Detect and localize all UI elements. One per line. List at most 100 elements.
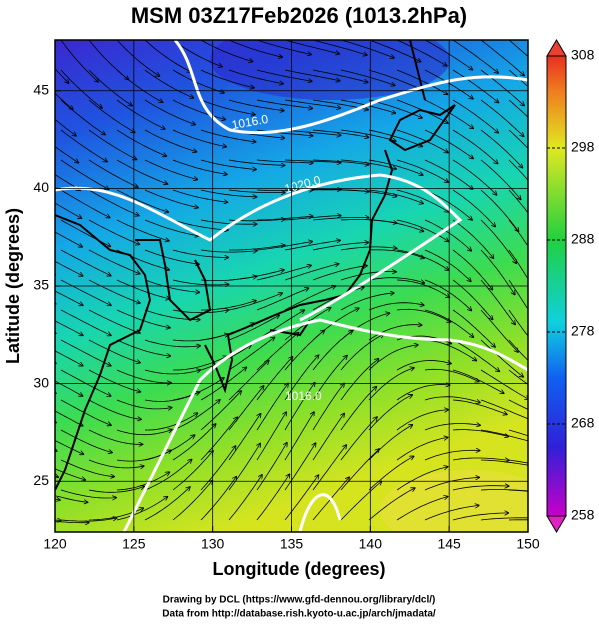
streamline (228, 159, 285, 165)
streamline (144, 219, 199, 236)
streamline (5, 40, 40, 84)
coast-korea (135, 239, 212, 322)
streamline (508, 519, 528, 521)
streamline (172, 219, 228, 230)
streamline (88, 309, 140, 333)
streamline (452, 458, 509, 460)
streamline (144, 339, 200, 347)
streamline (55, 202, 81, 218)
streamline (228, 414, 261, 461)
map-area: 1016.0 1020.0 1016.0 (5, 40, 528, 532)
streamline (200, 367, 246, 401)
streamline (60, 159, 109, 189)
streamline (88, 459, 144, 468)
colorbar-tick-label: 308 (571, 47, 595, 63)
streamline (480, 219, 516, 263)
isobar (298, 493, 342, 532)
streamline (116, 369, 171, 383)
streamline (256, 99, 312, 108)
streamline (55, 518, 61, 520)
streamline (116, 399, 172, 409)
streamline (55, 320, 83, 335)
streamline (508, 40, 528, 58)
streamline (5, 130, 51, 163)
streamline (256, 288, 309, 311)
streamline (116, 219, 169, 241)
credit: Data from http://database.rish.kyoto-u.a… (162, 609, 436, 620)
streamline (312, 40, 367, 55)
colorbar-max-arrow (546, 39, 567, 57)
streamline (312, 414, 344, 461)
streamline (480, 249, 515, 295)
streamline (228, 189, 285, 193)
streamline (88, 369, 140, 392)
streamline (340, 387, 376, 431)
streamline (340, 247, 397, 250)
streamline (60, 279, 111, 305)
coast-sakhalin (409, 40, 426, 101)
streamline (88, 249, 140, 274)
streamline (145, 413, 198, 431)
colorbar-tick-label: 258 (571, 507, 595, 523)
title: MSM 03Z17Feb2026 (1013.2hPa) (131, 3, 467, 28)
streamline (55, 231, 82, 247)
axes: 120 125 130 135 140 145 150 25 30 35 40 45 (33, 81, 539, 551)
streamline (508, 429, 528, 437)
streamline (368, 303, 424, 311)
streamline (284, 216, 341, 221)
streamline (424, 159, 473, 189)
streamline (172, 129, 226, 147)
streamline (368, 488, 415, 521)
streamline (480, 159, 521, 199)
streamline (480, 129, 522, 168)
coastlines (55, 40, 456, 491)
streamline (284, 355, 319, 401)
streamline (424, 189, 472, 220)
streamline (228, 475, 262, 521)
streamline (396, 308, 451, 322)
streamline (480, 369, 528, 399)
streamline (200, 129, 256, 142)
streamline (285, 189, 341, 190)
streamline (508, 219, 528, 247)
streamline (368, 395, 412, 431)
streamline (312, 383, 344, 431)
streamline (55, 440, 84, 454)
y-tick-label: 35 (33, 277, 49, 293)
x-tick-label: 130 (201, 536, 225, 552)
streamline (480, 339, 523, 377)
contour-label: 1016.0 (231, 112, 270, 132)
streamline (368, 368, 414, 401)
streamline (368, 249, 424, 258)
streamline (368, 69, 421, 90)
streamline (256, 69, 312, 81)
streamline (424, 368, 479, 381)
streamline (55, 460, 58, 477)
streamline (55, 495, 88, 502)
streamline (452, 429, 508, 437)
streamline (452, 309, 495, 347)
streamline (452, 189, 495, 227)
streamline (452, 99, 498, 133)
streamline (480, 429, 528, 442)
streamline (256, 443, 287, 491)
streamline (256, 474, 289, 521)
streamline (312, 356, 347, 401)
streamline (396, 360, 451, 371)
x-tick-label: 150 (516, 536, 540, 552)
streamline (424, 396, 480, 403)
streamline (452, 69, 499, 103)
y-axis-label: Latitude (degrees) (3, 208, 23, 364)
streamline (200, 159, 256, 169)
streamline (508, 99, 528, 118)
streamline (480, 189, 519, 231)
streamline (116, 159, 168, 184)
streamline (312, 445, 346, 491)
streamline (396, 69, 447, 94)
streamline (396, 40, 447, 66)
streamline (172, 451, 213, 491)
streamline (424, 279, 471, 311)
streamline (116, 472, 169, 491)
streamline (144, 40, 191, 72)
